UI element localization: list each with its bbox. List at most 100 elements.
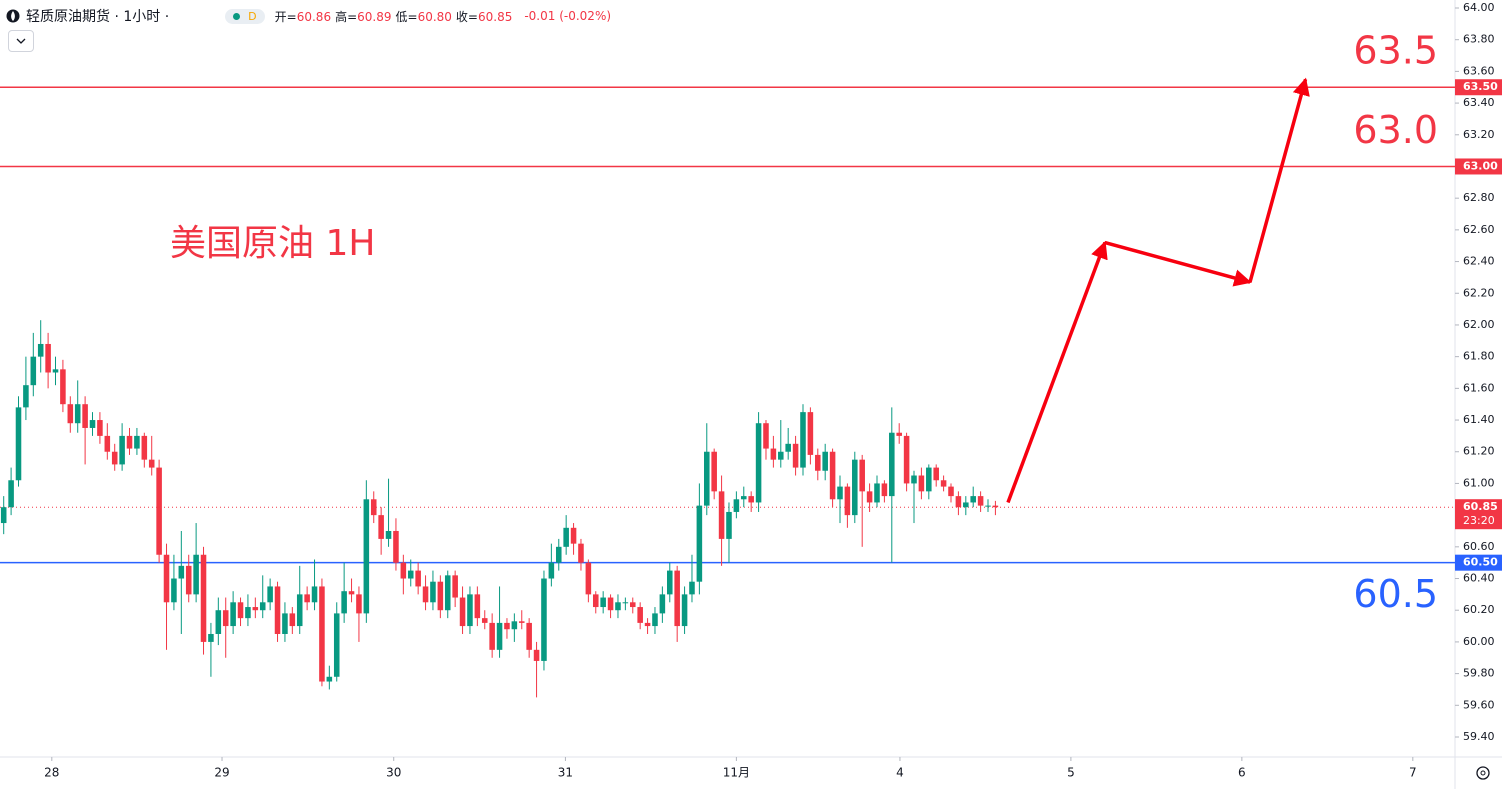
candle-body: [844, 486, 851, 516]
candle: [689, 554, 695, 603]
countdown-label: 23:20: [1463, 514, 1495, 527]
candle: [504, 618, 510, 639]
symbol[interactable]: 轻质原油期货 · 1小时 ·: [26, 9, 170, 25]
candle: [370, 491, 377, 524]
candle: [800, 404, 806, 476]
candle: [111, 443, 118, 471]
candle: [822, 443, 828, 481]
candle: [866, 483, 873, 512]
candle: [933, 464, 939, 487]
candle: [726, 502, 732, 563]
candle: [489, 613, 495, 658]
level-tag-label: 63.50: [1463, 80, 1498, 93]
candle-body: [689, 581, 695, 595]
candle: [422, 575, 429, 611]
candle: [733, 491, 740, 519]
candle: [119, 423, 125, 471]
candle-body: [282, 613, 288, 634]
candle-body: [866, 491, 873, 503]
level-label: 63.0: [1353, 108, 1438, 152]
candle: [163, 543, 170, 650]
candle-body: [837, 486, 843, 500]
candle-body: [237, 602, 244, 619]
candle: [245, 594, 251, 627]
candle: [992, 500, 999, 516]
candle: [326, 665, 333, 690]
candle-body: [629, 602, 636, 608]
candle-body: [570, 527, 577, 544]
y-tick-label: 60.20: [1463, 603, 1495, 616]
candle-body: [977, 496, 984, 506]
candle-body: [267, 586, 273, 603]
candle: [378, 507, 384, 555]
candle: [807, 407, 814, 465]
settings-icon[interactable]: [1476, 766, 1490, 780]
candle: [304, 586, 310, 611]
candle-body: [985, 505, 991, 507]
candle-body: [666, 570, 673, 595]
y-tick-label: 61.80: [1463, 350, 1495, 363]
candle-body: [518, 621, 525, 623]
y-tick-label: 59.80: [1463, 667, 1495, 680]
candle-body: [911, 475, 917, 484]
candle: [511, 613, 518, 642]
candle-body: [696, 505, 703, 582]
x-tick-label: 11月: [723, 766, 750, 780]
candle-body: [141, 435, 148, 460]
candle-body: [748, 496, 754, 503]
x-tick-label: 29: [214, 766, 229, 780]
y-tick-label: 60.40: [1463, 572, 1495, 585]
last-price-label: 60.85: [1463, 500, 1498, 513]
candle: [644, 618, 651, 634]
candle-body: [555, 546, 562, 563]
candle-body: [563, 527, 569, 547]
candle: [37, 320, 44, 373]
ohlc-label: 低=: [395, 9, 418, 24]
y-tick-label: 62.40: [1463, 255, 1495, 268]
candle-body: [97, 420, 103, 436]
candle-body: [23, 385, 29, 408]
candle: [704, 423, 710, 516]
candle: [889, 407, 895, 563]
candle: [215, 597, 222, 646]
candle-body: [733, 499, 740, 512]
y-tick-label: 62.20: [1463, 286, 1495, 299]
candle: [171, 554, 177, 611]
candle-body: [208, 633, 214, 642]
candle: [430, 570, 436, 611]
candle: [200, 546, 207, 655]
candle: [415, 562, 421, 595]
candle: [526, 618, 532, 658]
y-tick-label: 64.00: [1463, 1, 1495, 14]
collapse-button[interactable]: [8, 30, 34, 52]
candle: [755, 412, 762, 512]
y-tick-label: 63.80: [1463, 33, 1495, 46]
candle-body: [659, 594, 666, 614]
y-tick-label: 62.00: [1463, 318, 1495, 331]
candle: [311, 559, 318, 611]
candle: [548, 543, 555, 587]
x-tick-label: 7: [1409, 766, 1417, 780]
x-tick-label: 30: [386, 766, 401, 780]
candle: [60, 359, 66, 413]
candle-body: [104, 435, 111, 452]
candle: [52, 356, 59, 386]
candle-body: [348, 591, 355, 595]
candle: [15, 396, 22, 487]
candle-body: [763, 423, 769, 449]
candle-body: [474, 594, 481, 619]
projection-arrow: [1104, 240, 1252, 287]
candle-body: [785, 443, 791, 452]
candle: [193, 523, 199, 603]
candle: [385, 478, 392, 547]
candle-body: [30, 356, 37, 386]
candle: [585, 559, 592, 603]
candle: [615, 594, 621, 619]
x-tick-label: 4: [896, 766, 904, 780]
candle: [829, 448, 836, 508]
candle: [652, 607, 658, 634]
candle: [282, 602, 288, 642]
candle-body: [156, 467, 162, 555]
candle: [607, 594, 614, 619]
badge: D: [225, 8, 265, 24]
